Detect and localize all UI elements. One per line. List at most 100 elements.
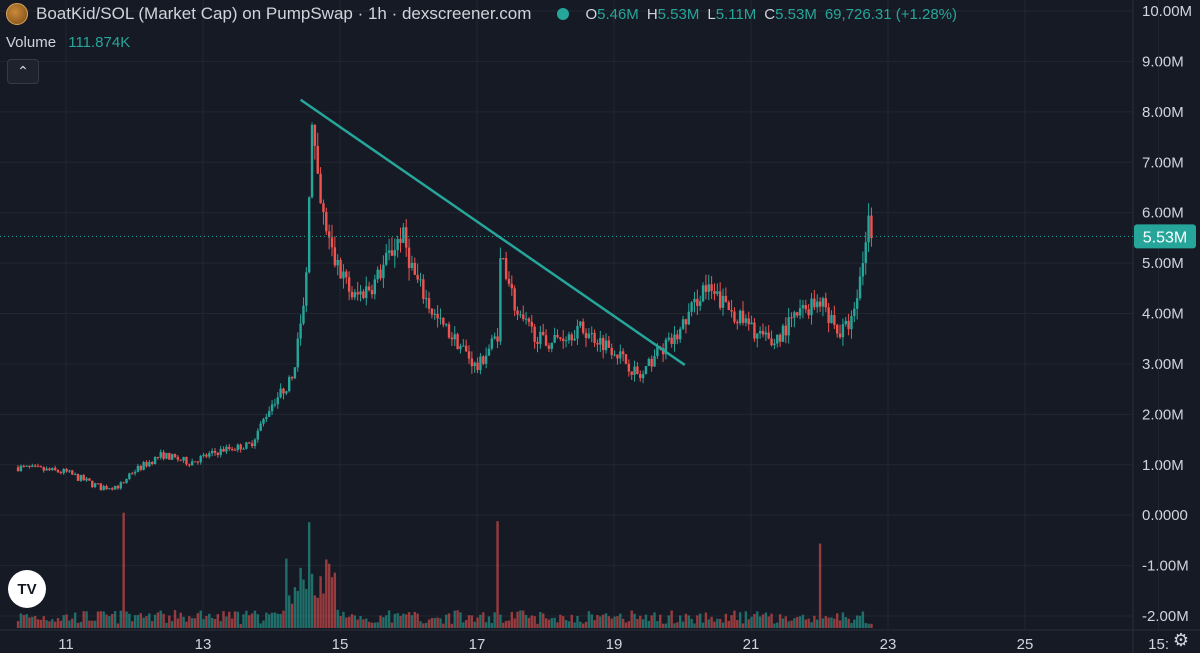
candle-body <box>738 310 742 324</box>
candle-body <box>847 320 850 330</box>
volume-bar <box>564 620 568 628</box>
volume-bar <box>590 614 593 628</box>
candle-body <box>639 373 642 379</box>
candle-body <box>496 336 499 342</box>
volume-bar <box>202 619 205 628</box>
candle-body <box>230 449 234 451</box>
candle-body <box>290 377 294 379</box>
token-logo-icon <box>6 3 28 25</box>
candle-body <box>402 227 405 243</box>
candle-body <box>25 465 28 467</box>
volume-bar <box>333 572 337 628</box>
time-tick-label: 13 <box>195 636 212 653</box>
volume-bar <box>679 615 682 628</box>
volume-bar <box>33 615 37 628</box>
volume-bar <box>350 614 354 628</box>
candle-body <box>427 298 431 309</box>
volume-bar <box>687 615 690 628</box>
candle-body <box>65 468 68 472</box>
volume-bar <box>159 610 162 628</box>
candle-body <box>336 259 339 266</box>
candle-body <box>796 312 799 316</box>
candle-body <box>804 304 807 310</box>
candle-body <box>48 468 51 471</box>
candle-body <box>436 313 439 319</box>
volume-bar <box>256 614 259 628</box>
volume-bar <box>108 616 111 628</box>
volume-bar <box>282 610 285 628</box>
candle-body <box>88 478 91 481</box>
candle-body <box>536 341 539 344</box>
volume-bar <box>764 612 768 628</box>
candle-body <box>279 388 282 398</box>
price-tick-label: 1.00M <box>1142 457 1184 474</box>
candle-body <box>225 446 228 452</box>
candle-body <box>524 318 528 320</box>
candle-body <box>747 318 750 325</box>
volume-bar <box>793 618 796 628</box>
candle-body <box>79 475 83 481</box>
volume-bar <box>228 611 231 628</box>
volume-bar <box>784 616 788 628</box>
candle-body <box>824 298 827 308</box>
candle-body <box>730 309 733 312</box>
volume-bar <box>804 619 807 628</box>
volume-bar <box>322 593 325 628</box>
candle-body <box>333 247 337 266</box>
volume-bar <box>610 618 613 628</box>
volume-bar <box>781 618 785 628</box>
volume-bar <box>276 613 279 628</box>
volume-bar <box>296 590 299 628</box>
candle-body <box>453 334 456 340</box>
candle-body <box>262 418 265 424</box>
volume-bar <box>821 618 825 628</box>
volume-bar <box>519 610 522 628</box>
candle-body <box>228 446 231 450</box>
volume-bar <box>128 613 131 628</box>
volume-bar <box>405 614 408 628</box>
volume-bar <box>253 610 257 628</box>
candle-body <box>102 486 105 491</box>
volume-bar <box>810 622 813 628</box>
volume-bar <box>570 614 573 628</box>
candle-body <box>593 332 596 344</box>
tradingview-logo[interactable]: TV <box>8 570 46 608</box>
candle-body <box>439 317 442 319</box>
candle-body <box>741 310 745 323</box>
candle-body <box>447 324 451 338</box>
volume-bar <box>807 618 810 628</box>
candle-body <box>136 465 140 472</box>
candle-body <box>365 286 368 299</box>
gear-icon[interactable]: ⚙ <box>1172 630 1190 650</box>
candle-body <box>399 239 402 243</box>
candle-body <box>216 452 220 455</box>
volume-bar <box>347 616 351 628</box>
volume-bar <box>370 622 374 628</box>
volume-bar <box>587 611 591 628</box>
volume-bar <box>473 621 476 628</box>
candle-body <box>199 456 202 463</box>
candle-body <box>45 468 48 471</box>
volume-bar <box>633 613 636 628</box>
candle-body <box>767 332 770 339</box>
collapse-legend-button[interactable]: ⌃ <box>7 59 39 84</box>
volume-bar <box>96 611 100 628</box>
candle-body <box>188 464 191 466</box>
candle-body <box>567 334 571 341</box>
volume-bar <box>239 623 242 628</box>
candle-body <box>347 277 351 292</box>
candle-body <box>36 465 40 467</box>
candle-body <box>442 317 445 325</box>
candle-body <box>513 288 516 311</box>
volume-bar <box>727 620 730 628</box>
candle-body <box>542 331 545 336</box>
volume-bar <box>88 620 91 628</box>
candle-body <box>833 315 836 325</box>
time-tick-label: 25 <box>1017 636 1034 653</box>
candle-body <box>405 227 408 248</box>
candle-body <box>276 397 279 405</box>
candle-body <box>125 478 128 483</box>
